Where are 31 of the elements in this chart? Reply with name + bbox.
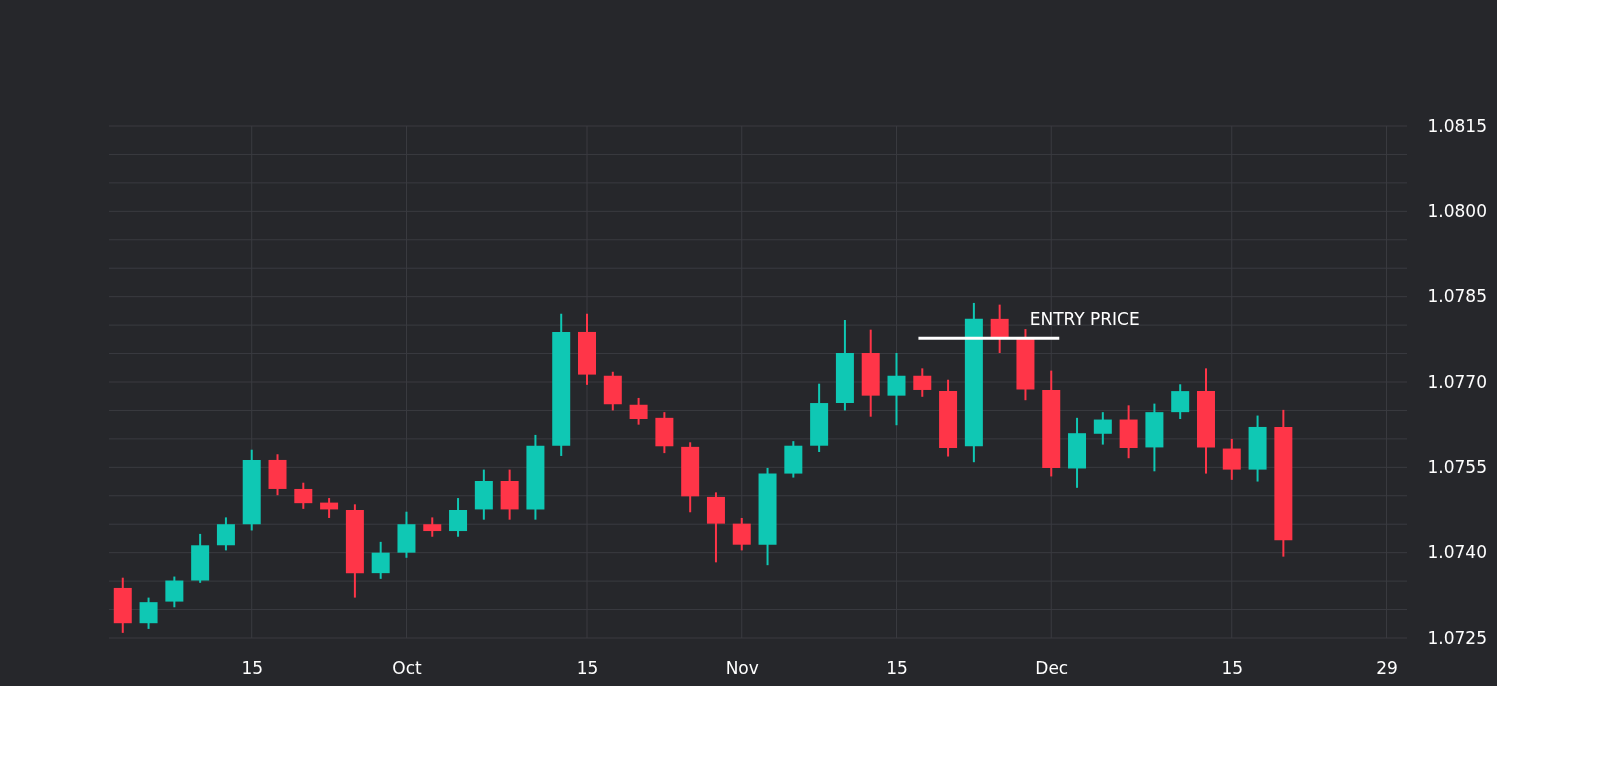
x-tick-label: 15 (886, 657, 908, 678)
candlestick (732, 516, 751, 552)
candlestick (629, 396, 648, 426)
candlestick (1093, 411, 1112, 446)
y-tick-label: 1.0785 (1427, 286, 1487, 307)
candlestick (1171, 383, 1190, 420)
x-tick-label: 15 (241, 657, 264, 678)
candlestick (1222, 437, 1241, 481)
y-tick-label: 1.0740 (1427, 542, 1487, 563)
x-tick-label: 15 (1221, 657, 1244, 678)
candlestick (449, 497, 468, 538)
candlestick (913, 367, 932, 398)
candlestick (371, 540, 390, 580)
x-tick-label: 29 (1376, 657, 1398, 678)
candlestick (216, 516, 235, 552)
x-tick-label: Oct (392, 657, 422, 678)
y-tick-label: 1.0755 (1427, 456, 1487, 477)
x-tick-label: Nov (725, 657, 759, 678)
y-tick-label: 1.0800 (1427, 200, 1487, 221)
ref-line-label: ENTRY PRICE (1029, 309, 1140, 330)
x-tick-label: 15 (576, 657, 599, 678)
candlestick (294, 481, 313, 510)
y-tick-label: 1.0725 (1427, 627, 1487, 648)
y-tick-label: 1.0770 (1427, 371, 1487, 392)
candlestick (887, 351, 906, 427)
candlestick (165, 575, 184, 609)
candlestick (990, 303, 1009, 354)
candlestick (139, 596, 158, 630)
x-tick-label: Dec (1035, 657, 1069, 678)
y-tick-label: 1.0815 (1427, 115, 1487, 136)
candlestick (423, 516, 442, 538)
